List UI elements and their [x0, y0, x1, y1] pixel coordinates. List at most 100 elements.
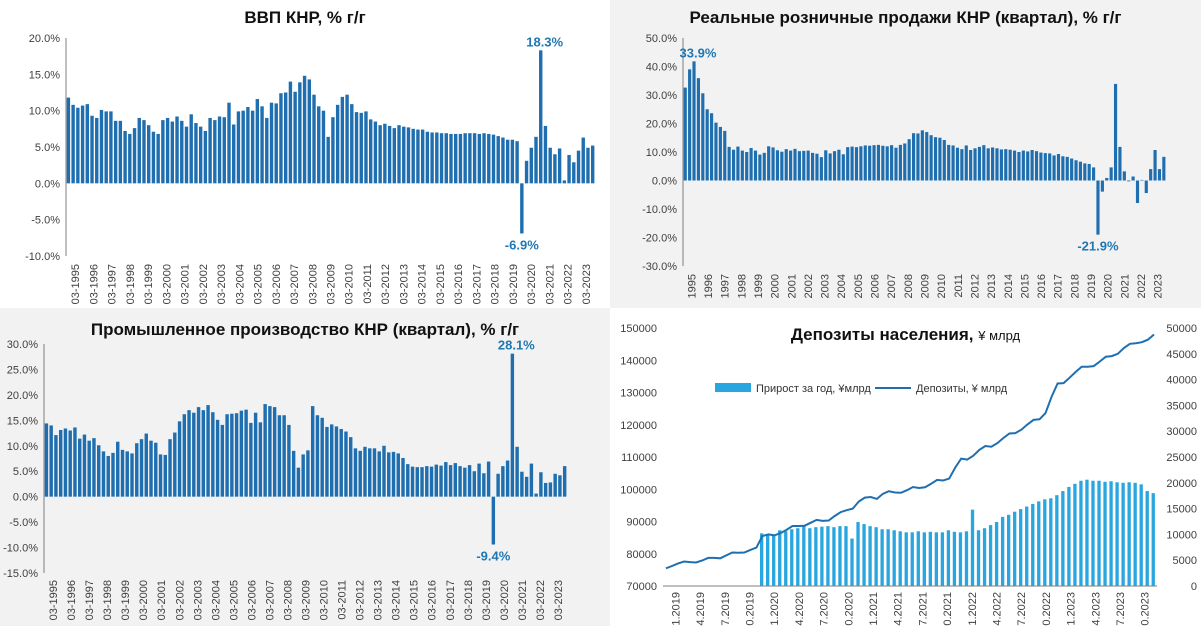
deposits-growth-bar: [952, 531, 957, 586]
deposits-growth-bar: [784, 531, 788, 586]
industry-y-tick: -5.0%: [9, 517, 38, 529]
industry-y-tick: 0.0%: [13, 492, 38, 504]
retail-bar: [881, 145, 885, 181]
industry-bar: [154, 442, 158, 497]
deposits-y-left-tick: 140000: [620, 355, 657, 367]
retail-x-tick: 2019: [1086, 274, 1098, 298]
gdp-x-tick: 03-1996: [88, 264, 100, 304]
deposits-growth-bar: [886, 529, 890, 586]
retail-bar: [753, 150, 758, 181]
retail-bar: [911, 133, 916, 181]
industry-bar: [315, 415, 320, 497]
industry-max-label: 28.1%: [498, 338, 535, 353]
industry-bar: [73, 427, 77, 497]
industry-x-tick: 03-2015: [409, 580, 421, 620]
retail-x-tick: 2001: [786, 274, 798, 298]
gdp-bar: [402, 126, 406, 184]
gdp-x-tick: 03-2002: [198, 264, 210, 304]
retail-max-label: 33.9%: [680, 45, 717, 60]
retail-x-tick: 2023: [1153, 274, 1165, 298]
gdp-bar: [553, 154, 557, 184]
gdp-bar: [543, 125, 548, 184]
deposits-growth-bar: [832, 527, 836, 586]
retail-bar: [841, 154, 845, 181]
industry-bar: [391, 451, 396, 497]
industry-bar: [534, 493, 538, 497]
retail-bar: [815, 153, 819, 181]
retail-bar: [1153, 150, 1157, 181]
gdp-bar: [505, 139, 510, 184]
industry-bar: [296, 467, 301, 497]
deposits-x-tick: 01.10.2019: [744, 592, 756, 626]
deposits-y-left-tick: 100000: [620, 484, 657, 496]
gdp-bar: [189, 114, 193, 184]
industry-bar: [291, 450, 296, 497]
industry-bar: [396, 453, 400, 497]
deposits-y-left-tick: 110000: [621, 452, 657, 464]
industry-bar: [382, 445, 386, 497]
gdp-bar: [331, 117, 335, 184]
gdp-bar: [572, 162, 576, 184]
gdp-bar: [576, 150, 581, 184]
gdp-bar: [482, 133, 486, 184]
deposits-growth-bar: [796, 528, 800, 586]
gdp-bar: [198, 126, 203, 184]
industry-x-tick: 03-2012: [355, 580, 367, 620]
retail-x-tick: 2018: [1069, 274, 1081, 298]
deposits-y-left-tick: 120000: [620, 420, 657, 432]
gdp-bar: [80, 105, 85, 184]
industry-bar: [149, 440, 153, 497]
retail-x-tick: 1999: [753, 274, 765, 298]
industry-bar: [463, 467, 467, 497]
gdp-bar: [274, 103, 278, 184]
industry-bar: [116, 441, 120, 497]
industry-bar: [524, 476, 529, 497]
gdp-bar: [435, 132, 439, 184]
industry-bar: [501, 466, 505, 497]
deposits-y-left-tick: 150000: [620, 323, 657, 335]
deposits-growth-bar: [814, 527, 818, 586]
gdp-bar: [534, 136, 538, 184]
deposits-y-right-tick: 35000: [1166, 400, 1197, 412]
deposits-y-right-tick: 10000: [1166, 529, 1197, 541]
deposits-growth-bar: [904, 532, 908, 586]
industry-bar: [444, 462, 448, 497]
gdp-bar: [590, 145, 595, 184]
retail-min-label: -21.9%: [1077, 239, 1119, 254]
deposits-x-tick: 01.07.2019: [720, 592, 732, 626]
industry-bar: [230, 413, 234, 497]
retail-bar: [824, 150, 828, 181]
industry-bar: [458, 466, 462, 497]
gdp-x-tick: 03-2015: [435, 264, 447, 304]
retail-chart-panel: Реальные розничные продажи КНР (квартал)…: [610, 0, 1201, 308]
deposits-growth-bar: [934, 532, 939, 586]
deposits-growth-bar: [790, 529, 794, 586]
gdp-bar: [449, 133, 453, 184]
retail-bar: [789, 150, 793, 181]
deposits-growth-bar: [850, 538, 854, 586]
gdp-bar: [425, 131, 430, 184]
industry-bar: [239, 410, 244, 497]
deposits-growth-bar: [1025, 506, 1029, 586]
retail-bar: [854, 147, 859, 181]
gdp-x-tick: 03-2021: [544, 264, 556, 304]
industry-x-tick: 03-2022: [535, 580, 547, 620]
retail-x-tick: 2016: [1036, 274, 1048, 298]
retail-bar: [1113, 83, 1118, 181]
retail-bar: [938, 137, 942, 181]
industry-bar: [173, 432, 177, 497]
industry-x-tick: 03-2002: [174, 580, 186, 620]
deposits-growth-bar: [802, 526, 806, 586]
gdp-bar: [165, 117, 170, 184]
industry-bar: [282, 415, 286, 497]
deposits-y-right-tick: 20000: [1166, 478, 1197, 490]
industry-bar: [358, 450, 362, 497]
retail-bar: [876, 144, 881, 181]
gdp-bar: [317, 106, 321, 184]
industry-bar: [472, 471, 477, 497]
gdp-x-tick: 03-2001: [180, 264, 192, 304]
retail-y-tick: 0.0%: [652, 176, 677, 188]
industry-x-tick: 03-2016: [427, 580, 439, 620]
retail-bar: [1162, 156, 1166, 181]
industry-y-tick: 10.0%: [7, 441, 38, 453]
